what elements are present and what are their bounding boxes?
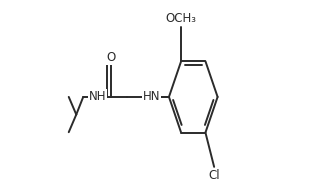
Text: O: O: [106, 51, 116, 64]
Text: HN: HN: [143, 90, 160, 103]
Text: OCH₃: OCH₃: [166, 12, 197, 25]
Text: Cl: Cl: [208, 169, 220, 182]
Text: NH: NH: [89, 90, 106, 103]
